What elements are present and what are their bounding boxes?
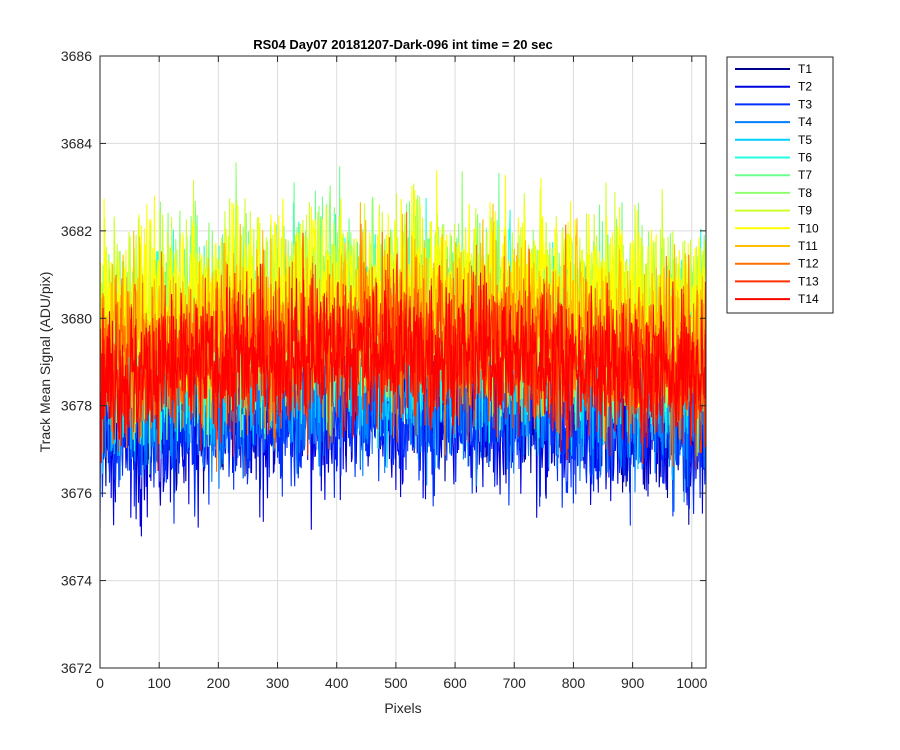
series-group	[100, 162, 706, 537]
legend-label-t3: T3	[798, 97, 812, 111]
legend: T1 T2 T3 T4 T5 T6 T7 T8 T9 T10 T11 T12 T13 T14	[726, 56, 834, 314]
legend-label-t7: T7	[798, 168, 812, 182]
legend-label-t6: T6	[798, 151, 812, 165]
legend-label-t9: T9	[798, 204, 812, 218]
x-axis-label: Pixels	[384, 700, 421, 716]
legend-label-t11: T11	[798, 239, 818, 253]
legend-label-t8: T8	[798, 186, 812, 200]
legend-label-t1: T1	[798, 62, 812, 76]
legend-label-t13: T13	[798, 274, 819, 288]
legend-label-t10: T10	[798, 221, 819, 235]
legend-label-t5: T5	[798, 133, 812, 147]
y-tick-label: 3672	[61, 660, 92, 676]
chart-title: RS04 Day07 20181207-Dark-096 int time = …	[253, 37, 553, 52]
x-tick-label: 600	[443, 675, 467, 691]
legend-label-t12: T12	[798, 257, 819, 271]
x-tick-label: 100	[148, 675, 172, 691]
legend-label-t2: T2	[798, 80, 812, 94]
y-tick-label: 3674	[61, 573, 92, 589]
x-tick-label: 900	[621, 675, 645, 691]
y-tick-label: 3676	[61, 485, 92, 501]
x-tick-label: 400	[325, 675, 349, 691]
axes-box	[99, 55, 707, 669]
legend-label-t4: T4	[798, 115, 812, 129]
x-tick-label: 200	[207, 675, 231, 691]
x-tick-label: 1000	[676, 675, 707, 691]
y-tick-label: 3678	[61, 398, 92, 414]
axis-ticks: 0 100 200 300 400 500 600 700 800 900 1000 3672 3674…	[61, 48, 708, 691]
x-tick-label: 500	[384, 675, 408, 691]
y-tick-label: 3682	[61, 223, 92, 239]
legend-label-t14: T14	[798, 292, 819, 306]
series-line-t14	[100, 263, 706, 472]
x-tick-label: 700	[503, 675, 527, 691]
y-axis-label: Track Mean Signal (ADU/pix)	[37, 272, 53, 453]
y-tick-label: 3684	[61, 135, 92, 151]
x-tick-label: 800	[562, 675, 586, 691]
x-tick-label: 300	[266, 675, 290, 691]
y-tick-label: 3680	[61, 310, 92, 326]
legend-box	[726, 56, 834, 314]
y-tick-label: 3686	[61, 48, 92, 64]
x-tick-label: 0	[96, 675, 104, 691]
